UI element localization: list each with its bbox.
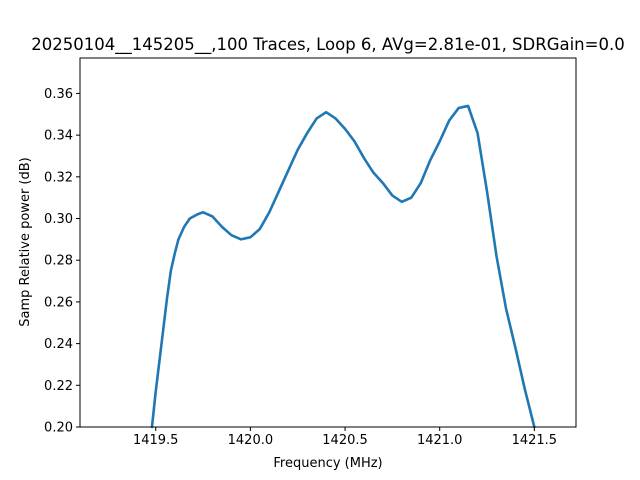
x-tick-label: 1421.0 — [417, 433, 463, 448]
y-tick-label: 0.32 — [44, 170, 73, 185]
y-tick-label: 0.34 — [44, 129, 73, 144]
x-tick-label: 1420.0 — [228, 433, 274, 448]
x-tick-label: 1419.5 — [133, 433, 179, 448]
y-tick-label: 0.36 — [44, 87, 73, 102]
axis-ticks: 1419.5 1420.0 1420.5 1421.0 1421.5 0.20 0.22 0.… — [44, 87, 557, 448]
y-axis-label: Samp Relative power (dB) — [18, 157, 33, 326]
x-axis-label: Frequency (MHz) — [273, 456, 382, 471]
chart-title: 20250104__145205__,100 Traces, Loop 6, A… — [31, 35, 624, 55]
y-tick-label: 0.24 — [44, 337, 73, 352]
axes-frame — [79, 57, 577, 428]
x-tick-label: 1420.5 — [322, 433, 368, 448]
y-tick-label: 0.28 — [44, 254, 73, 269]
y-tick-label: 0.26 — [44, 295, 73, 310]
x-tick-label: 1421.5 — [512, 433, 558, 448]
y-tick-label: 0.20 — [44, 421, 73, 436]
y-tick-label: 0.30 — [44, 212, 73, 227]
plot-area — [150, 104, 536, 429]
y-tick-label: 0.22 — [44, 379, 73, 394]
data-series-line — [150, 104, 536, 429]
